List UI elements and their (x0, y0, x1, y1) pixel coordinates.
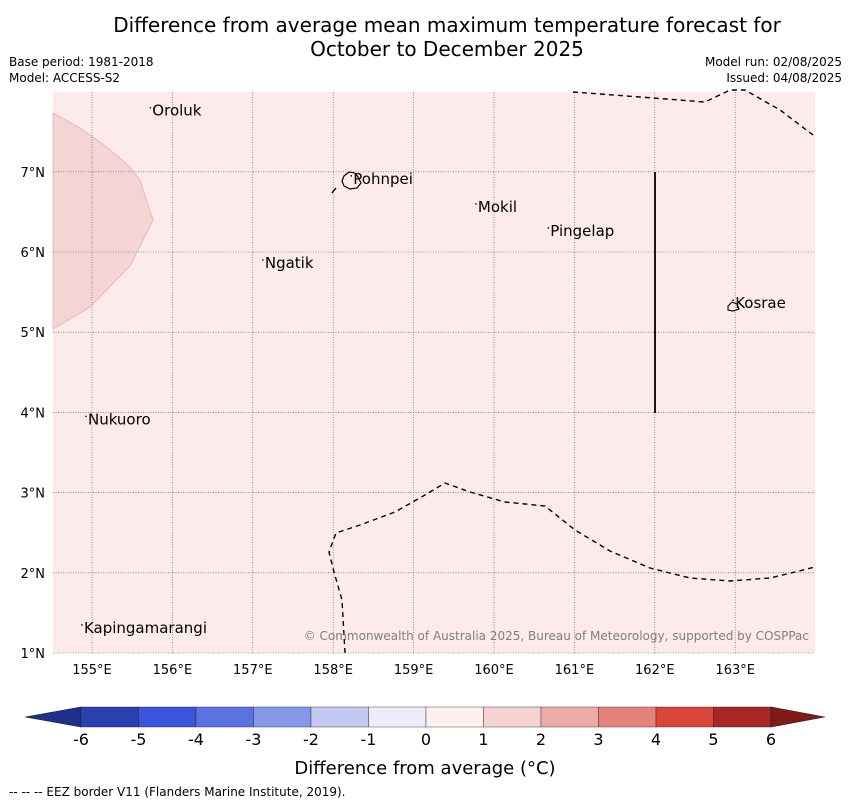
colorbar-tick-label: 3 (593, 730, 603, 749)
latitude-tick-label: 7°N (21, 166, 46, 181)
longitude-tick-label: 155°E (72, 663, 112, 678)
colorbar-tick-label: 6 (766, 730, 776, 749)
place-marker (475, 203, 477, 205)
longitude-tick-label: 158°E (313, 663, 353, 678)
latitude-ticks: 1°N 2°N 3°N 4°N 5°N 6°N 7°N (21, 166, 46, 662)
eez-border-south (328, 482, 816, 654)
longitude-tick-label: 157°E (233, 663, 273, 678)
map-background (53, 92, 815, 653)
colorbar-tick-label: -2 (303, 730, 319, 749)
colorbar-segment (713, 706, 772, 728)
colorbar-segment (138, 706, 197, 728)
map-title: Difference from average mean maximum tem… (0, 13, 850, 61)
place-label-pohnpei: Pohnpei (353, 170, 413, 188)
kosrae-island (727, 301, 740, 312)
title-line-2: October to December 2025 (310, 37, 584, 61)
colorbar-tick-label: -1 (361, 730, 377, 749)
gridlines (53, 92, 815, 654)
longitude-tick-label: 162°E (635, 663, 675, 678)
place-label-mokil: Mokil (478, 198, 517, 216)
colorbar-tick-label: -6 (73, 730, 89, 749)
place-marker (547, 227, 550, 229)
place-label-kapingamarangi: Kapingamarangi (84, 619, 207, 637)
colorbar-segment (483, 706, 542, 728)
place-labels: Oroluk Pohnpei Mokil Pingelap Ngatik Kosrae Nu… (81, 102, 786, 637)
base-period: Base period: 1981-2018 (9, 55, 154, 69)
eez-footnote: -- -- -- EEZ border V11 (Flanders Marine… (9, 785, 346, 799)
colorbar-segment (253, 706, 312, 728)
longitude-tick-label: 161°E (555, 663, 595, 678)
map-area[interactable]: Oroluk Pohnpei Mokil Pingelap Ngatik Kosrae Nu… (52, 89, 816, 654)
place-label-oroluk: Oroluk (152, 102, 201, 120)
colorbar-segment (655, 706, 714, 728)
colorbar: -6 -5 -4 -3 -2 -1 0 1 2 3 4 5 6 (24, 706, 826, 749)
eez-border-small-segment (331, 187, 337, 194)
place-marker (262, 259, 264, 261)
place-label-nukuoro: Nukuoro (88, 410, 151, 428)
eez-border-north (572, 89, 814, 136)
latitude-tick-label: 1°N (21, 647, 46, 662)
place-label-kosrae: Kosrae (735, 294, 786, 312)
colorbar-segment (80, 706, 139, 728)
meta-left: Base period: 1981-2018 Model: ACCESS-S2 (9, 54, 154, 86)
colorbar-tick-label: -3 (246, 730, 262, 749)
copyright-text: © Commonwealth of Australia 2025, Bureau… (304, 629, 809, 643)
colorbar-tick-label: 5 (708, 730, 718, 749)
warm-anomaly-patch (52, 112, 154, 330)
colorbar-tick-label: -4 (188, 730, 204, 749)
colorbar-segment (368, 706, 427, 728)
colorbar-tick-label: -5 (131, 730, 147, 749)
colorbar-tick-label: 1 (478, 730, 488, 749)
model-run: Model run: 02/08/2025 (704, 55, 842, 69)
latitude-tick-label: 6°N (21, 246, 46, 261)
place-marker (81, 624, 83, 626)
colorbar-tick-label: 4 (651, 730, 661, 749)
place-label-pingelap: Pingelap (550, 222, 614, 240)
latitude-tick-label: 3°N (21, 487, 46, 502)
longitude-tick-label: 156°E (153, 663, 193, 678)
title-line-1: Difference from average mean maximum tem… (113, 13, 781, 37)
latitude-tick-label: 2°N (21, 567, 46, 582)
colorbar-segment (195, 706, 254, 728)
longitude-tick-label: 163°E (715, 663, 755, 678)
colorbar-segment (598, 706, 657, 728)
pohnpei-island (341, 171, 362, 190)
colorbar-segment (425, 706, 484, 728)
longitude-tick-label: 160°E (474, 663, 514, 678)
longitude-tick-label: 159°E (394, 663, 434, 678)
colorbar-max-extension (770, 706, 826, 728)
colorbar-min-extension (24, 706, 82, 728)
colorbar-segment (310, 706, 369, 728)
meta-right: Model run: 02/08/2025 Issued: 04/08/2025 (705, 54, 842, 86)
colorbar-label: Difference from average (°C) (294, 758, 555, 779)
model-name: Model: ACCESS-S2 (9, 71, 121, 85)
colorbar-segment (540, 706, 599, 728)
issued-date: Issued: 04/08/2025 (726, 71, 842, 85)
colorbar-tick-label: 2 (536, 730, 546, 749)
place-marker (350, 175, 353, 177)
place-marker (149, 106, 152, 109)
place-label-ngatik: Ngatik (265, 254, 314, 272)
latitude-tick-label: 5°N (21, 326, 46, 341)
place-marker (85, 415, 87, 418)
latitude-tick-label: 4°N (21, 406, 46, 421)
longitude-ticks: 155°E 156°E 157°E 158°E 159°E 160°E 161°E 162°E… (72, 663, 755, 678)
colorbar-tick-label: 0 (421, 730, 431, 749)
place-marker (732, 299, 734, 301)
